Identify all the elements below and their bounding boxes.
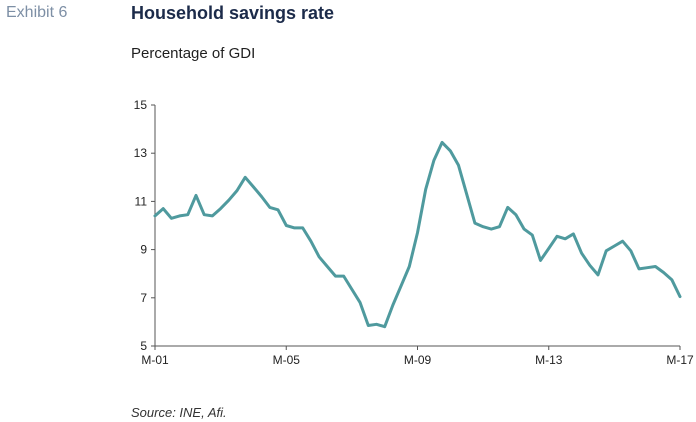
- y-tick-label: 9: [140, 243, 147, 257]
- x-axis-ticks: M-01 M-05 M-09 M-13 M-17: [141, 346, 694, 367]
- x-tick-label: M-09: [404, 353, 432, 367]
- series-group: [153, 140, 682, 329]
- x-tick-label: M-13: [535, 353, 563, 367]
- exhibit-label: Exhibit 6: [6, 4, 68, 21]
- y-tick-label: 15: [134, 98, 148, 112]
- y-axis-ticks: 5 7 9 11 13 15: [134, 98, 155, 353]
- source-note: Source: INE, Afi.: [131, 405, 227, 420]
- chart-subtitle: Percentage of GDI: [131, 45, 256, 62]
- y-tick-label: 11: [135, 194, 148, 208]
- x-tick-label: M-05: [273, 353, 301, 367]
- y-tick-label: 5: [140, 339, 147, 353]
- y-tick-label: 13: [134, 146, 148, 160]
- x-tick-label: M-17: [666, 353, 694, 367]
- y-tick-label: 7: [140, 291, 147, 305]
- x-tick-label: M-01: [141, 353, 169, 367]
- savings-rate-line: [153, 140, 682, 329]
- chart-title: Household savings rate: [131, 3, 335, 23]
